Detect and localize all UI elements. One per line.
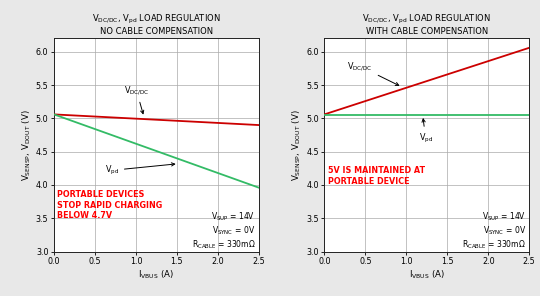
Title: V$_\mathregular{DC/DC}$, V$_\mathregular{pd}$ LOAD REGULATION
NO CABLE COMPENSAT: V$_\mathregular{DC/DC}$, V$_\mathregular…: [92, 13, 221, 36]
Text: V$_\mathregular{SUP}$ = 14V
V$_\mathregular{SYNC}$ = 0V
R$_\mathregular{CABLE}$ : V$_\mathregular{SUP}$ = 14V V$_\mathregu…: [192, 210, 255, 251]
Text: V$_\mathregular{DC/DC}$: V$_\mathregular{DC/DC}$: [124, 84, 149, 114]
Y-axis label: V$_\mathregular{SENSP}$, V$_\mathregular{DOUT}$ (V): V$_\mathregular{SENSP}$, V$_\mathregular…: [291, 109, 303, 181]
Text: V$_\mathregular{pd}$: V$_\mathregular{pd}$: [105, 163, 175, 177]
X-axis label: I$_\mathregular{VBUS}$ (A): I$_\mathregular{VBUS}$ (A): [138, 269, 174, 281]
X-axis label: I$_\mathregular{VBUS}$ (A): I$_\mathregular{VBUS}$ (A): [409, 269, 445, 281]
Text: V$_\mathregular{pd}$: V$_\mathregular{pd}$: [418, 119, 433, 145]
Title: V$_\mathregular{DC/DC}$, V$_\mathregular{pd}$ LOAD REGULATION
WITH CABLE COMPENS: V$_\mathregular{DC/DC}$, V$_\mathregular…: [362, 13, 491, 36]
Text: V$_\mathregular{DC/DC}$: V$_\mathregular{DC/DC}$: [347, 60, 399, 86]
Text: PORTABLE DEVICES
STOP RAPID CHARGING
BELOW 4.7V: PORTABLE DEVICES STOP RAPID CHARGING BEL…: [57, 190, 163, 220]
Text: V$_\mathregular{SUP}$ = 14V
V$_\mathregular{SYNC}$ = 0V
R$_\mathregular{CABLE}$ : V$_\mathregular{SUP}$ = 14V V$_\mathregu…: [462, 210, 526, 251]
Y-axis label: V$_\mathregular{SENSP}$, V$_\mathregular{DOUT}$ (V): V$_\mathregular{SENSP}$, V$_\mathregular…: [21, 109, 33, 181]
Text: 5V IS MAINTAINED AT
PORTABLE DEVICE: 5V IS MAINTAINED AT PORTABLE DEVICE: [328, 166, 425, 186]
